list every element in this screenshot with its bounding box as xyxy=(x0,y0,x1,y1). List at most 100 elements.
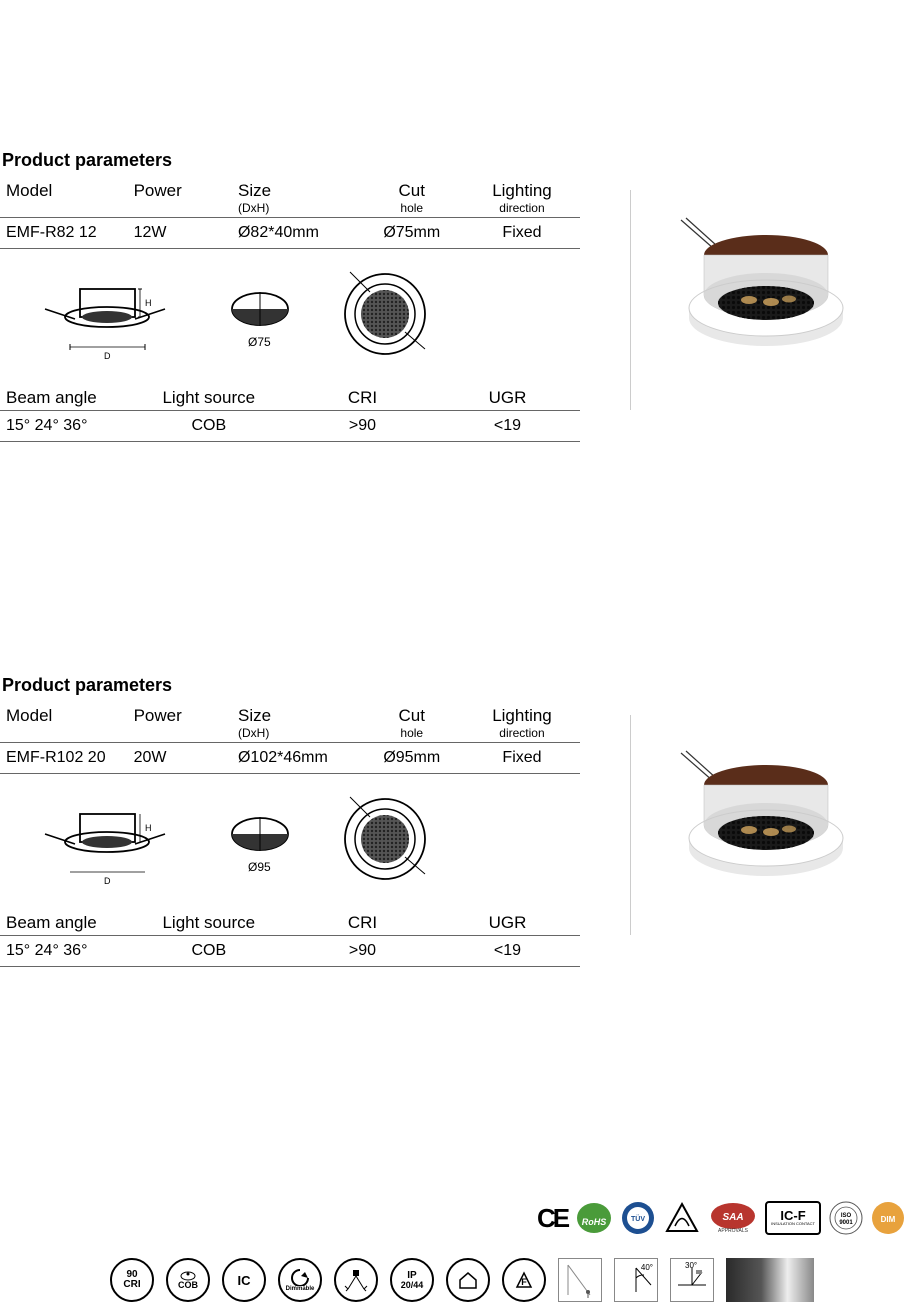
th-model: Model xyxy=(6,706,52,725)
svg-text:F: F xyxy=(521,1277,527,1287)
svg-text:9001: 9001 xyxy=(839,1220,853,1226)
th-cri: CRI xyxy=(348,913,377,932)
th-beam: Beam angle xyxy=(6,388,97,407)
td-model: EMF-R102 20 xyxy=(0,743,128,774)
certification-row: CE RoHS TÜV SAA APPROVALS IC-FINSULATION … xyxy=(537,1201,905,1235)
th-dir-sub: direction xyxy=(470,201,574,215)
th-power: Power xyxy=(134,706,182,725)
section-title: Product parameters xyxy=(0,150,580,171)
table-row: EMF-R102 20 20W Ø102*46mm Ø95mm Fixed xyxy=(0,743,580,774)
feature-badge-row: 90CRI COB IC Dimmable IP20/44 F 40° 30° xyxy=(110,1258,814,1302)
th-cri: CRI xyxy=(348,388,377,407)
th-cut: Cut xyxy=(399,706,425,725)
params-table-2-top: Model Power Size(DxH) Cuthole Lightingdi… xyxy=(0,702,580,774)
side-diagram-icon: H D xyxy=(40,794,190,894)
rcm-icon xyxy=(663,1201,701,1235)
table-row: EMF-R82 12 12W Ø82*40mm Ø75mm Fixed xyxy=(0,218,580,249)
th-beam: Beam angle xyxy=(6,913,97,932)
tilt30-diagram-icon: 30° xyxy=(670,1258,714,1302)
td-cut: Ø75mm xyxy=(360,218,464,249)
cutout-diagram-icon: Ø95 xyxy=(220,799,300,889)
diagram-row: H D Ø75 xyxy=(0,249,580,384)
cut-label: Ø75 xyxy=(248,335,271,349)
th-power: Power xyxy=(134,181,182,200)
section-title: Product parameters xyxy=(0,675,580,696)
td-beam: 15° 24° 36° xyxy=(0,936,128,967)
product-section-1: Product parameters Model Power Size(DxH)… xyxy=(0,150,580,442)
table-row: 15° 24° 36° COB >90 <19 xyxy=(0,936,580,967)
td-ugr: <19 xyxy=(435,411,580,442)
th-model: Model xyxy=(6,181,52,200)
f-mark-badge-icon: F xyxy=(502,1258,546,1302)
th-ugr: UGR xyxy=(489,913,527,932)
d-label: D xyxy=(104,351,111,361)
ce-mark-icon: CE xyxy=(537,1201,567,1235)
th-cut-sub: hole xyxy=(366,201,458,215)
td-cut: Ø95mm xyxy=(360,743,464,774)
td-beam: 15° 24° 36° xyxy=(0,411,128,442)
product-section-2: Product parameters Model Power Size(DxH)… xyxy=(0,675,580,967)
front-diagram-icon xyxy=(330,264,450,374)
svg-text:SAA: SAA xyxy=(723,1212,744,1223)
td-model: EMF-R82 12 xyxy=(0,218,128,249)
product-render-2 xyxy=(630,715,890,935)
cri90-badge-icon: 90CRI xyxy=(110,1258,154,1302)
td-dir: Fixed xyxy=(464,743,580,774)
th-size: Size xyxy=(238,181,271,200)
td-dir: Fixed xyxy=(464,218,580,249)
params-table-1-top: Model Power Size(DxH) Cuthole Lightingdi… xyxy=(0,177,580,249)
td-cri: >90 xyxy=(290,411,435,442)
svg-text:DIM: DIM xyxy=(881,1215,896,1224)
td-source: COB xyxy=(128,411,290,442)
th-cut: Cut xyxy=(399,181,425,200)
td-size: Ø102*46mm xyxy=(232,743,360,774)
room-photo-icon xyxy=(726,1258,814,1302)
tilt40-diagram-icon: 40° xyxy=(614,1258,658,1302)
downlight-render-icon xyxy=(641,725,881,925)
svg-text:APPROVALS: APPROVALS xyxy=(718,1228,749,1234)
tuv-icon: TÜV xyxy=(621,1201,655,1235)
iso9001-icon: ISO9001 xyxy=(829,1201,863,1235)
th-size: Size xyxy=(238,706,271,725)
th-source: Light source xyxy=(162,388,255,407)
downlight-render-icon xyxy=(641,200,881,400)
params-table-1-bottom: Beam angle Light source CRI UGR 15° 24° … xyxy=(0,384,580,442)
side-diagram-icon: H D xyxy=(40,269,190,369)
beam-adjust-badge-icon xyxy=(334,1258,378,1302)
th-size-sub: (DxH) xyxy=(238,726,354,740)
svg-text:ISO: ISO xyxy=(841,1213,852,1219)
svg-text:D: D xyxy=(104,876,111,886)
th-dir: Lighting xyxy=(492,706,552,725)
th-dir: Lighting xyxy=(492,181,552,200)
height-diagram-icon xyxy=(558,1258,602,1302)
cutout-diagram-icon: Ø75 xyxy=(220,274,300,364)
svg-text:RoHS: RoHS xyxy=(582,1217,607,1227)
product-render-1 xyxy=(630,190,890,410)
th-size-sub: (DxH) xyxy=(238,201,354,215)
th-source: Light source xyxy=(162,913,255,932)
td-power: 12W xyxy=(128,218,232,249)
td-power: 20W xyxy=(128,743,232,774)
indoor-badge-icon xyxy=(446,1258,490,1302)
icf-icon: IC-FINSULATION CONTACT xyxy=(765,1201,821,1235)
rohs-icon: RoHS xyxy=(575,1201,613,1235)
svg-text:TÜV: TÜV xyxy=(631,1214,645,1223)
ip-rating-badge-icon: IP20/44 xyxy=(390,1258,434,1302)
td-size: Ø82*40mm xyxy=(232,218,360,249)
th-cut-sub: hole xyxy=(366,726,458,740)
params-table-2-bottom: Beam angle Light source CRI UGR 15° 24° … xyxy=(0,909,580,967)
saa-icon: SAA APPROVALS xyxy=(709,1201,757,1235)
th-dir-sub: direction xyxy=(470,726,574,740)
diagram-row: H D Ø95 xyxy=(0,774,580,909)
td-ugr: <19 xyxy=(435,936,580,967)
dim-badge-icon: DIM xyxy=(871,1201,905,1235)
th-ugr: UGR xyxy=(489,388,527,407)
table-row: 15° 24° 36° COB >90 <19 xyxy=(0,411,580,442)
cut-label: Ø95 xyxy=(248,860,271,874)
h-label: H xyxy=(145,298,152,308)
svg-text:H: H xyxy=(145,823,152,833)
td-source: COB xyxy=(128,936,290,967)
td-cri: >90 xyxy=(290,936,435,967)
cob-badge-icon: COB xyxy=(166,1258,210,1302)
front-diagram-icon xyxy=(330,789,450,899)
